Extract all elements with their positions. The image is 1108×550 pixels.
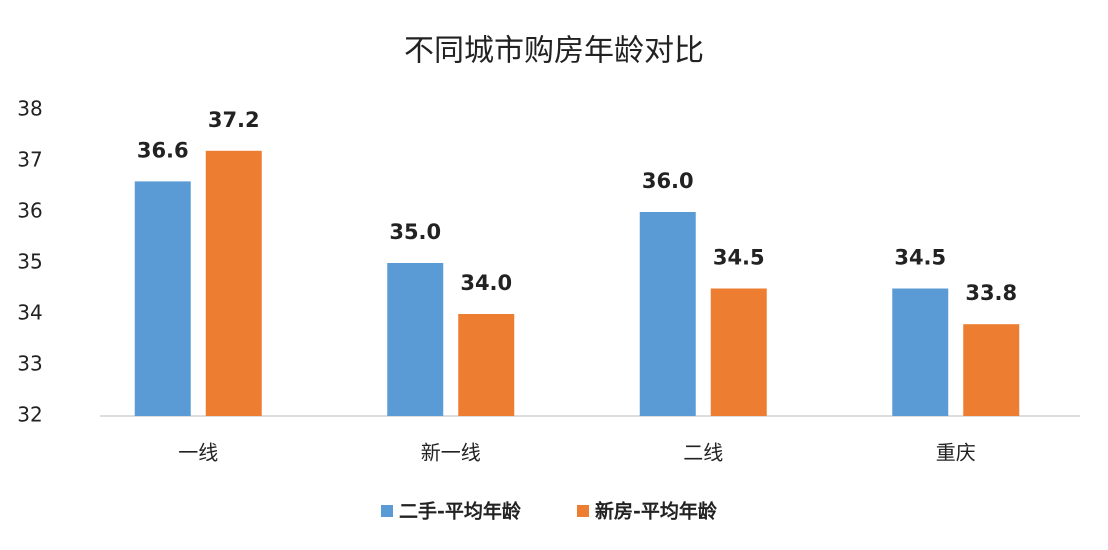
- y-tick-label: 35: [17, 250, 42, 274]
- x-tick-label: 二线: [683, 441, 723, 465]
- legend-label: 新房-平均年龄: [595, 500, 718, 523]
- y-tick-label: 32: [17, 403, 42, 427]
- bar: [205, 150, 262, 417]
- value-label: 36.0: [642, 169, 694, 193]
- value-label: 36.6: [137, 138, 189, 162]
- bar: [892, 288, 949, 416]
- y-tick-label: 36: [17, 199, 42, 223]
- chart-title: 不同城市购房年龄对比: [404, 34, 704, 69]
- value-label: 33.8: [965, 281, 1017, 305]
- value-label: 35.0: [389, 220, 441, 244]
- value-label: 34.5: [894, 246, 946, 270]
- bar: [710, 288, 767, 416]
- bar: [639, 212, 696, 416]
- legend-swatch: [577, 505, 589, 517]
- x-tick-label: 重庆: [936, 441, 976, 465]
- y-tick-label: 37: [17, 148, 42, 172]
- bar: [134, 181, 191, 416]
- value-label: 34.5: [713, 246, 765, 270]
- legend-swatch: [381, 505, 393, 517]
- x-tick-label: 新一线: [421, 441, 481, 465]
- legend-label: 二手-平均年龄: [399, 500, 522, 523]
- y-tick-label: 33: [17, 352, 42, 376]
- bar: [458, 314, 515, 416]
- bar: [387, 263, 444, 416]
- value-label: 37.2: [208, 108, 260, 132]
- value-label: 34.0: [460, 271, 512, 295]
- y-tick-label: 34: [17, 301, 42, 325]
- bar: [963, 324, 1020, 416]
- y-tick-label: 38: [17, 97, 42, 121]
- x-tick-label: 一线: [178, 441, 218, 465]
